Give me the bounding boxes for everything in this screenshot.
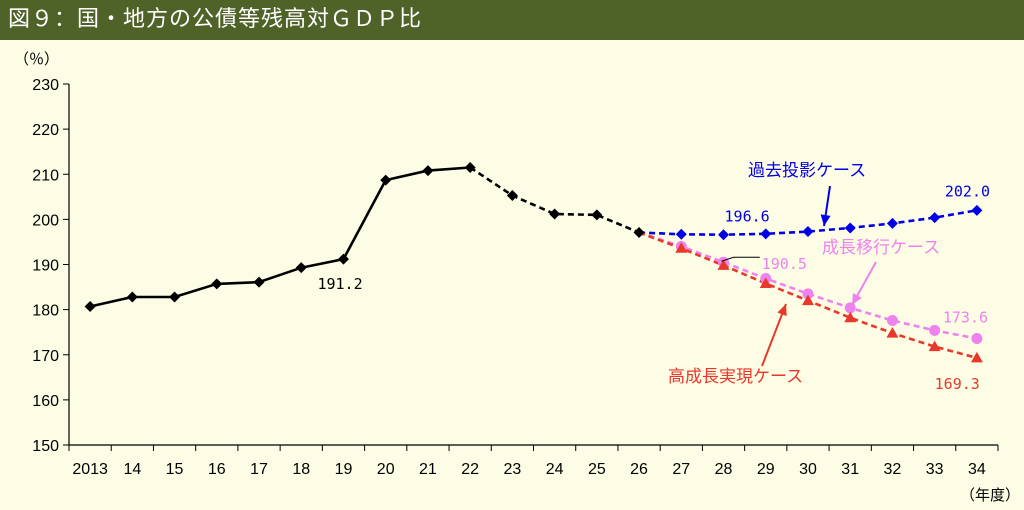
series-actual-point bbox=[169, 291, 181, 303]
series-4-point bbox=[717, 259, 730, 270]
series-2-point bbox=[886, 217, 898, 229]
x-tick-label: 22 bbox=[461, 461, 479, 478]
data-label: 190.5 bbox=[762, 255, 807, 273]
series-3-point bbox=[929, 324, 941, 336]
y-tick-label: 220 bbox=[32, 122, 59, 139]
series-estimate-point bbox=[633, 226, 645, 238]
x-tick-label: 34 bbox=[968, 461, 986, 478]
title-bar: 図９：国・地方の公債等残高対ＧＤＰ比 bbox=[0, 0, 1024, 40]
series-actual-point bbox=[422, 165, 434, 177]
x-tick-label: 18 bbox=[292, 461, 310, 478]
x-tick-label: 26 bbox=[630, 461, 648, 478]
case-label-1: 成長移行ケース bbox=[822, 238, 940, 258]
series-4-point bbox=[970, 351, 983, 363]
x-tick-label: 29 bbox=[757, 461, 775, 478]
x-tick-label: 24 bbox=[546, 461, 564, 478]
series-estimate-point bbox=[506, 189, 518, 201]
y-tick-label: 200 bbox=[32, 212, 59, 229]
series-2-point bbox=[760, 228, 772, 240]
x-axis-unit: （年度） bbox=[960, 487, 1020, 504]
case-label-0: 過去投影ケース bbox=[748, 161, 866, 181]
data-label: 169.3 bbox=[935, 375, 980, 393]
x-tick-label: 2013 bbox=[72, 461, 108, 478]
data-label: 196.6 bbox=[725, 208, 770, 226]
data-label: 173.6 bbox=[943, 309, 988, 327]
series-actual-line bbox=[89, 166, 471, 308]
y-tick-label: 160 bbox=[32, 393, 59, 410]
x-tick-label: 19 bbox=[335, 461, 353, 478]
series-4-point bbox=[928, 340, 941, 352]
x-tick-label: 25 bbox=[588, 461, 606, 478]
x-tick-label: 20 bbox=[377, 461, 395, 478]
label-leader-line bbox=[721, 256, 760, 262]
series-actual-point bbox=[84, 300, 96, 312]
series-2-point bbox=[802, 226, 814, 238]
series-actual-point bbox=[253, 276, 265, 288]
series-actual-point bbox=[337, 253, 349, 265]
series-2-point bbox=[718, 229, 730, 241]
x-tick-label: 23 bbox=[503, 461, 521, 478]
series-actual-point bbox=[211, 278, 223, 290]
y-axis-unit: （％） bbox=[14, 51, 59, 68]
series-4-point bbox=[886, 327, 899, 338]
series-estimate-line bbox=[469, 166, 640, 234]
series-3-point bbox=[802, 288, 814, 300]
y-tick-label: 230 bbox=[32, 77, 59, 94]
x-tick-label: 17 bbox=[250, 461, 268, 478]
series-estimate-point bbox=[591, 209, 603, 221]
x-tick-label: 15 bbox=[166, 461, 184, 478]
data-label: 202.0 bbox=[945, 182, 990, 200]
series-2-point bbox=[844, 222, 856, 234]
case-arrow-head bbox=[852, 292, 862, 305]
x-tick-label: 33 bbox=[926, 461, 944, 478]
x-tick-label: 31 bbox=[841, 461, 859, 478]
series-2-point bbox=[675, 228, 687, 240]
x-tick-label: 16 bbox=[208, 461, 226, 478]
series-2-point bbox=[929, 212, 941, 224]
series-4-point bbox=[759, 277, 772, 288]
y-tick-label: 210 bbox=[32, 167, 59, 184]
series-4-point bbox=[675, 242, 688, 253]
series-3-point bbox=[844, 302, 856, 314]
x-tick-label: 21 bbox=[419, 461, 437, 478]
case-arrow-head bbox=[820, 214, 831, 226]
series-3-point bbox=[886, 314, 898, 326]
x-tick-label: 30 bbox=[799, 461, 817, 478]
series-actual-point bbox=[464, 161, 476, 173]
series-actual-point bbox=[295, 262, 307, 274]
series-2-line bbox=[639, 209, 978, 237]
x-tick-label: 32 bbox=[884, 461, 902, 478]
series-actual-point bbox=[126, 291, 138, 303]
x-tick-label: 28 bbox=[715, 461, 733, 478]
series-actual-point bbox=[380, 174, 392, 186]
series-3-point bbox=[971, 333, 983, 345]
y-tick-label: 170 bbox=[32, 348, 59, 365]
x-tick-label: 14 bbox=[123, 461, 141, 478]
chart-title: 図９：国・地方の公債等残高対ＧＤＰ比 bbox=[8, 7, 423, 32]
y-tick-label: 150 bbox=[32, 438, 59, 455]
y-tick-label: 180 bbox=[32, 303, 59, 320]
series-estimate-point bbox=[549, 208, 561, 220]
series-4-point bbox=[801, 294, 814, 306]
case-arrow-line bbox=[761, 303, 787, 367]
x-tick-label: 27 bbox=[672, 461, 690, 478]
case-arrow-head bbox=[777, 304, 787, 317]
series-4-point bbox=[844, 311, 857, 323]
y-tick-label: 190 bbox=[32, 258, 59, 275]
series-2-point bbox=[971, 204, 983, 216]
data-label: 191.2 bbox=[317, 275, 362, 293]
case-label-2: 高成長実現ケース bbox=[668, 367, 803, 387]
